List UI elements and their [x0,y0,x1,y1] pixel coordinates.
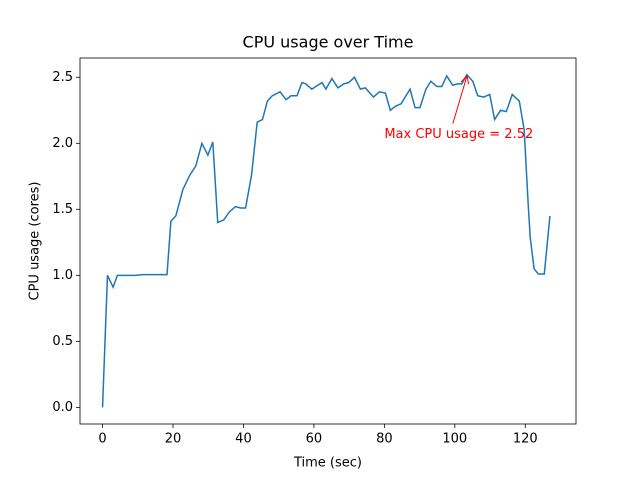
y-axis-label: CPU usage (cores) [28,182,43,301]
y-tick-label: 0.0 [52,400,73,415]
x-tick-label: 80 [376,432,393,447]
x-tick-label: 20 [165,432,182,447]
x-tick-label: 120 [513,432,538,447]
x-tick-label: 40 [235,432,252,447]
annotation-arrow [452,77,467,124]
axes-frame [79,57,577,425]
x-tick-label: 60 [306,432,323,447]
chart-title: CPU usage over Time [243,33,414,52]
y-tick-label: 2.5 [52,70,73,85]
x-axis-label: Time (sec) [293,456,362,471]
data-line [101,73,551,408]
y-tick-label: 0.5 [52,334,73,349]
y-tick-label: 1.5 [52,202,73,217]
annotation: Max CPU usage = 2.52 [384,127,533,142]
y-tick-label: 2.0 [52,136,73,151]
y-tick-label: 1.0 [52,268,73,283]
x-tick-label: 0 [98,432,106,447]
x-tick-label: 100 [442,432,467,447]
